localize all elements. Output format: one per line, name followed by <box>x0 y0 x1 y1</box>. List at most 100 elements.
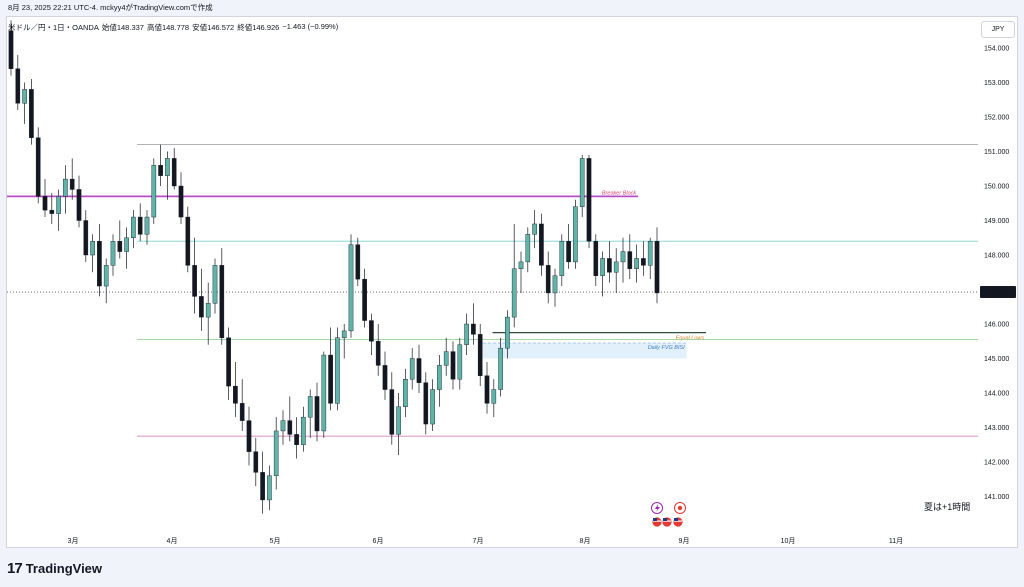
fvg-zone <box>482 342 687 359</box>
candle-body <box>641 258 646 266</box>
tradingview-logo-icon: 17 <box>7 560 23 577</box>
candle-body <box>124 237 129 252</box>
record-icon <box>674 502 686 514</box>
time-tick-label: 10月 <box>781 537 796 545</box>
dst-note: 夏は+1時間 <box>924 502 971 512</box>
candle-body <box>90 240 95 256</box>
time-tick-label: 5月 <box>270 537 281 545</box>
candle-body <box>573 206 578 263</box>
fvg-label: Daily FVG BISI <box>648 345 685 351</box>
candle-body <box>457 344 463 380</box>
equal-lows-label: Equal Lows <box>676 336 705 342</box>
change-value: −1.463 (−0.99%) <box>282 22 339 31</box>
candle-body <box>29 89 34 138</box>
price-tick-label: 152.000 <box>984 115 1009 122</box>
time-tick-label: 7月 <box>473 537 484 545</box>
candle-body <box>647 240 653 266</box>
candle-body <box>593 240 599 276</box>
candle-body <box>49 209 55 214</box>
candle-body <box>22 89 27 104</box>
candle-body <box>199 296 204 318</box>
candle-body <box>335 337 340 404</box>
time-axis: 3月 4月 5月 6月 7月 8月 9月 10月 11月 <box>68 537 904 545</box>
candle-body <box>355 244 361 280</box>
candle-body <box>103 265 109 287</box>
price-axis: 141.000 142.000 143.000 144.000 145.000 146.0… <box>980 46 1016 501</box>
price-tick-label: 143.000 <box>984 425 1009 432</box>
low-value: 安値146.572 <box>192 23 235 32</box>
candle-body <box>654 240 660 294</box>
price-tick-label: 148.000 <box>984 253 1009 260</box>
price-tick-label: 145.000 <box>984 356 1009 363</box>
last-price-badge <box>980 286 1016 299</box>
candle-body <box>375 341 381 366</box>
candle-body <box>532 223 537 235</box>
candle-body <box>627 251 633 270</box>
candle-body <box>437 365 442 390</box>
us-flag-icon <box>661 516 673 528</box>
time-tick-label: 4月 <box>167 537 178 545</box>
candle-body <box>471 323 476 335</box>
candle-body <box>83 220 89 256</box>
candle-body <box>634 258 639 270</box>
candle-body <box>559 240 565 276</box>
candle-body <box>552 275 558 294</box>
candle-body <box>233 385 238 404</box>
candle-body <box>450 351 456 380</box>
candle-body <box>97 240 102 287</box>
brand-name: TradingView <box>25 561 103 576</box>
candle-body <box>464 323 469 345</box>
candle-body <box>620 251 626 263</box>
symbol-name[interactable]: 米ドル／円・1日・OANDA <box>8 23 99 32</box>
chart-header: 8月 23, 2025 22:21 UTC-4. mckyy4がTradingV… <box>8 3 213 12</box>
candle-body <box>484 375 490 404</box>
breaker-block-label: Breaker Block <box>602 190 636 196</box>
high-value: 高値148.778 <box>146 23 190 32</box>
candle-body <box>110 240 116 266</box>
candle-body <box>239 403 245 421</box>
footer: 17 TradingView <box>7 560 102 577</box>
candle-body <box>600 258 605 276</box>
candle-body <box>260 472 265 501</box>
candle-body <box>42 196 48 211</box>
candle-body <box>294 434 299 445</box>
candle-body <box>171 158 177 187</box>
candle-body <box>423 382 429 425</box>
close-value: 終値146.926 <box>237 23 280 32</box>
candle-body <box>219 265 225 339</box>
candle-body <box>267 475 272 501</box>
candle-body <box>341 330 347 338</box>
candle-body <box>443 351 449 366</box>
candle-body <box>607 258 612 273</box>
candle-body <box>307 396 313 418</box>
currency-button[interactable]: JPY <box>981 21 1015 38</box>
time-tick-label: 9月 <box>679 537 690 545</box>
candle-body <box>525 234 531 263</box>
candle-body <box>545 265 551 294</box>
candle-body <box>56 196 61 214</box>
price-tick-label: 144.000 <box>984 391 1009 398</box>
candle-body <box>416 358 422 383</box>
time-tick-label: 11月 <box>889 537 903 545</box>
candle-body <box>226 337 231 387</box>
candle-body <box>382 365 388 390</box>
last-price-label: 146.926 <box>984 290 1009 297</box>
candle-body <box>539 223 544 266</box>
price-tick-label: 150.000 <box>984 184 1009 191</box>
time-tick-label: 3月 <box>68 537 79 545</box>
candle-body <box>131 216 136 238</box>
candle-body <box>117 240 123 252</box>
candle-body <box>403 379 408 408</box>
lightning-icon <box>651 502 663 514</box>
candle-body <box>505 316 510 349</box>
candle-body <box>498 347 503 390</box>
price-tick-label: 153.000 <box>984 80 1009 87</box>
time-tick-label: 6月 <box>373 537 384 545</box>
candle-body <box>389 389 395 435</box>
candle-body <box>137 216 143 235</box>
candle-body <box>511 268 517 318</box>
time-tick-label: 8月 <box>580 537 591 545</box>
candle-body <box>396 406 401 435</box>
candle-body <box>566 240 571 263</box>
